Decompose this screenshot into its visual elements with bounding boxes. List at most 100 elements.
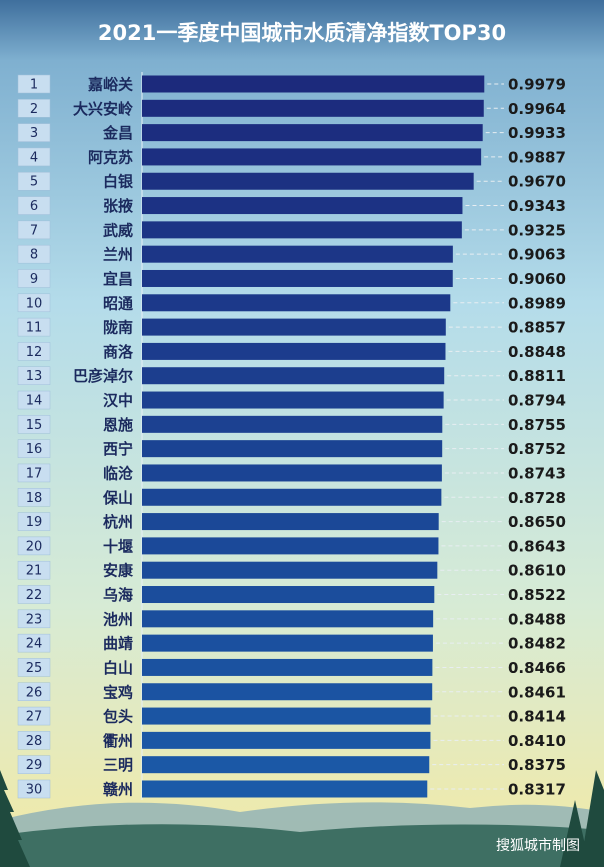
rank-label: 5 bbox=[30, 175, 38, 190]
bar bbox=[142, 245, 453, 263]
bar bbox=[142, 294, 451, 312]
rank-label: 26 bbox=[26, 685, 43, 700]
y-tick-label: 三明 bbox=[103, 756, 133, 774]
bar bbox=[142, 269, 453, 287]
y-tick-label: 汉中 bbox=[103, 392, 133, 410]
rank-box bbox=[17, 123, 51, 142]
rank-label: 25 bbox=[26, 661, 43, 676]
rank-box bbox=[17, 342, 51, 361]
rank-label: 11 bbox=[26, 321, 43, 336]
y-tick-label: 昭通 bbox=[103, 294, 133, 312]
rank-box bbox=[17, 147, 51, 167]
bar bbox=[142, 99, 484, 117]
rank-label: 4 bbox=[30, 150, 38, 165]
bar bbox=[142, 172, 474, 190]
y-tick-label: 金昌 bbox=[102, 124, 133, 142]
rank-label: 2 bbox=[30, 102, 38, 117]
bar bbox=[142, 391, 444, 409]
rank-label: 12 bbox=[26, 345, 43, 360]
y-tick-label: 阿克苏 bbox=[88, 148, 133, 166]
bar bbox=[142, 197, 463, 215]
rank-label: 22 bbox=[26, 588, 43, 603]
rank-box bbox=[17, 366, 51, 385]
value-label: 0.8755 bbox=[508, 416, 566, 434]
y-tick-label: 临沧 bbox=[103, 464, 133, 482]
value-label: 0.9670 bbox=[508, 173, 566, 191]
bar bbox=[142, 221, 462, 239]
y-tick-label: 陇南 bbox=[103, 319, 133, 337]
rank-box bbox=[17, 463, 51, 483]
rank-box bbox=[17, 682, 51, 701]
y-tick-label: 曲靖 bbox=[103, 635, 133, 653]
value-label: 0.8752 bbox=[508, 440, 566, 458]
rank-label: 15 bbox=[26, 418, 43, 433]
y-tick-label: 包头 bbox=[103, 708, 133, 726]
y-tick-label: 安康 bbox=[103, 562, 134, 580]
rank-label: 28 bbox=[26, 734, 43, 749]
rank-label: 16 bbox=[26, 442, 43, 457]
value-label: 0.8482 bbox=[508, 635, 566, 653]
value-label: 0.8794 bbox=[508, 392, 566, 410]
bar bbox=[142, 440, 443, 458]
rank-box bbox=[17, 244, 51, 264]
rank-box bbox=[17, 609, 51, 629]
y-tick-label: 白山 bbox=[103, 659, 133, 677]
rank-label: 17 bbox=[26, 466, 43, 481]
value-label: 0.9979 bbox=[508, 76, 566, 94]
rank-label: 14 bbox=[26, 394, 43, 409]
rank-box bbox=[17, 658, 51, 677]
bar bbox=[142, 415, 443, 433]
value-label: 0.9933 bbox=[508, 124, 566, 142]
y-tick-label: 十堰 bbox=[103, 537, 133, 555]
y-tick-label: 宜昌 bbox=[103, 270, 133, 288]
y-tick-label: 杭州 bbox=[103, 513, 133, 531]
y-tick-label: 西宁 bbox=[103, 440, 133, 458]
y-tick-label: 宝鸡 bbox=[103, 683, 133, 701]
rank-box bbox=[17, 415, 51, 434]
rank-label: 6 bbox=[30, 199, 38, 214]
y-tick-label: 保山 bbox=[102, 489, 133, 507]
rank-box bbox=[17, 220, 51, 240]
rank-box bbox=[17, 706, 51, 726]
bar bbox=[142, 464, 442, 482]
value-label: 0.9325 bbox=[508, 221, 566, 239]
bar bbox=[142, 513, 439, 531]
rank-label: 29 bbox=[26, 758, 43, 773]
rank-label: 24 bbox=[26, 637, 43, 652]
rank-label: 3 bbox=[30, 126, 38, 141]
value-label: 0.9964 bbox=[508, 100, 566, 118]
value-label: 0.8848 bbox=[508, 343, 566, 361]
y-tick-label: 巴彦淖尔 bbox=[73, 367, 133, 385]
rank-box bbox=[17, 196, 51, 215]
rank-box bbox=[17, 779, 51, 799]
rank-box bbox=[17, 731, 51, 750]
rank-label: 10 bbox=[26, 296, 43, 311]
y-tick-label: 大兴安岭 bbox=[73, 100, 133, 118]
value-label: 0.8811 bbox=[508, 367, 566, 385]
rank-label: 18 bbox=[26, 491, 43, 506]
value-label: 0.8610 bbox=[508, 562, 566, 580]
rank-label: 20 bbox=[26, 539, 43, 554]
rank-label: 27 bbox=[26, 710, 43, 725]
y-tick-label: 白银 bbox=[103, 173, 134, 191]
value-label: 0.9063 bbox=[508, 246, 566, 264]
rank-label: 13 bbox=[26, 369, 43, 384]
rank-label: 19 bbox=[26, 515, 43, 530]
rank-box bbox=[17, 99, 51, 118]
value-label: 0.8410 bbox=[508, 732, 566, 750]
rank-box bbox=[17, 488, 51, 507]
rank-box bbox=[17, 439, 51, 458]
value-label: 0.8375 bbox=[508, 756, 566, 774]
value-label: 0.9343 bbox=[508, 197, 566, 215]
value-label: 0.8643 bbox=[508, 537, 566, 555]
bar bbox=[142, 124, 483, 142]
bar bbox=[142, 488, 442, 506]
rank-box bbox=[17, 512, 51, 531]
source: 搜狐城市制图 bbox=[496, 837, 580, 854]
y-tick-label: 武威 bbox=[103, 221, 133, 239]
rank-box bbox=[17, 585, 51, 604]
bar bbox=[142, 148, 482, 166]
rank-label: 7 bbox=[30, 223, 38, 238]
